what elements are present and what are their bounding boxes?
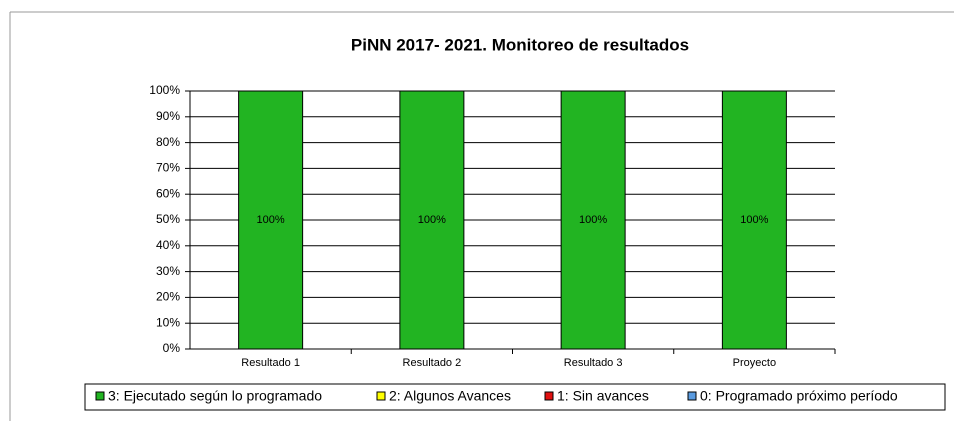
data-label: 100% (257, 214, 285, 226)
x-tick-label: Resultado 2 (403, 357, 462, 369)
y-tick-label: 100% (149, 83, 180, 97)
legend-label: 3: Ejecutado según lo programado (108, 388, 322, 404)
y-tick-label: 90% (156, 109, 180, 123)
legend-swatch (544, 391, 554, 401)
y-tick-label: 60% (156, 186, 180, 200)
legend-label: 0: Programado próximo período (700, 388, 898, 404)
y-tick-label: 10% (156, 315, 180, 329)
data-label: 100% (579, 214, 607, 226)
y-tick-label: 20% (156, 290, 180, 304)
x-tick-label: Resultado 3 (564, 357, 623, 369)
bar-segment (238, 90, 304, 350)
data-label: 100% (740, 214, 768, 226)
y-tick-label: 80% (156, 135, 180, 149)
legend-swatch (687, 391, 697, 401)
data-label: 100% (418, 214, 446, 226)
legend-label: 2: Algunos Avances (389, 388, 511, 404)
legend-box (84, 383, 946, 411)
y-tick-label: 0% (163, 341, 181, 355)
bar-segment (399, 90, 465, 350)
legend-swatch (95, 391, 105, 401)
y-tick-label: 30% (156, 264, 180, 278)
y-tick-label: 50% (156, 212, 180, 226)
legend-label: 1: Sin avances (557, 388, 649, 404)
bar-segment (560, 90, 626, 350)
y-tick-label: 70% (156, 161, 180, 175)
x-tick-label: Resultado 1 (241, 357, 300, 369)
legend-swatch (376, 391, 386, 401)
x-tick-label: Proyecto (733, 357, 776, 369)
y-tick-label: 40% (156, 238, 180, 252)
bar-segment (721, 90, 787, 350)
chart-title: PiNN 2017- 2021. Monitoreo de resultados (351, 35, 689, 54)
